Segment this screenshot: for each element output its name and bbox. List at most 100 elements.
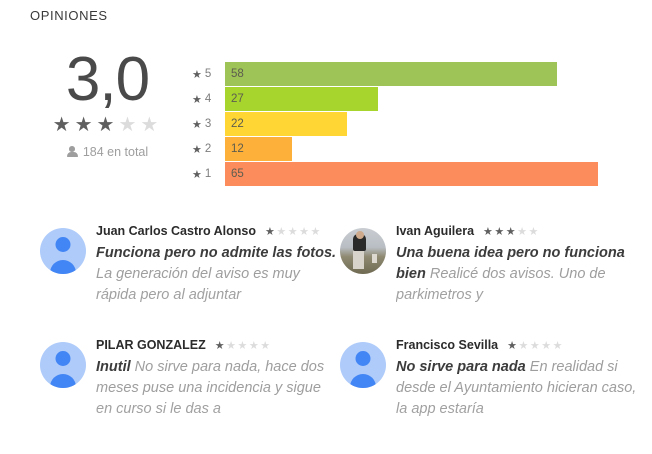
review-author: Francisco Sevilla (396, 338, 499, 352)
star-icon: ★ (192, 118, 202, 131)
star-icon: ★ (518, 339, 530, 352)
review-rating-stars: ★★★★★ (265, 225, 322, 238)
review-text: Una buena idea pero no funciona bien Rea… (396, 243, 638, 308)
star-icon: ★ (214, 339, 227, 352)
star-icon: ★ (494, 225, 506, 238)
average-rating-stars: ★★★★★ (30, 114, 185, 136)
histogram-row-1-star[interactable]: ★ 1 65 (192, 162, 612, 186)
reviews-list: Juan Carlos Castro Alonso ★★★★★ Funciona p… (40, 222, 640, 450)
histogram-row-5-star[interactable]: ★ 5 58 (192, 62, 612, 86)
histogram-row-label: ★ 2 (192, 143, 225, 156)
star-icon: ★ (287, 225, 300, 238)
star-icon: ★ (528, 225, 540, 238)
star-icon: ★ (118, 114, 141, 136)
review-body: PILAR GONZALEZ ★★★★★ Inutil No sirve para … (96, 336, 338, 422)
star-icon: ★ (517, 225, 529, 238)
histogram-star-number: 2 (204, 143, 212, 155)
rating-histogram: ★ 5 58 ★ 4 27 ★ 3 22 ★ 2 12 ★ 1 65 (192, 62, 612, 187)
star-icon: ★ (505, 225, 518, 238)
review-title: Una buena idea pero no funciona bien (396, 245, 625, 282)
histogram-bar: 65 (225, 162, 598, 186)
review-rating-stars: ★★★★★ (483, 225, 540, 238)
page-title: OPINIONES (30, 8, 108, 23)
star-icon: ★ (192, 168, 202, 181)
review-header: Francisco Sevilla ★★★★★ (396, 336, 638, 354)
histogram-row-label: ★ 3 (192, 118, 225, 131)
star-icon: ★ (483, 225, 495, 238)
avatar (40, 228, 86, 274)
star-icon: ★ (299, 225, 311, 238)
photo-stone-far (372, 254, 377, 263)
review-text: Funciona pero no admite las fotos. La ge… (96, 243, 338, 308)
review-snippet: No sirve para nada, hace dos meses puse … (96, 359, 325, 417)
histogram-star-number: 4 (204, 93, 212, 105)
histogram-bar: 22 (225, 112, 347, 136)
star-icon: ★ (226, 339, 238, 352)
photo-stone (353, 245, 364, 269)
avatar (340, 342, 386, 388)
review-header: PILAR GONZALEZ ★★★★★ (96, 336, 338, 354)
review-author: Juan Carlos Castro Alonso (96, 224, 256, 238)
star-icon: ★ (52, 114, 75, 136)
star-icon: ★ (552, 339, 565, 352)
star-icon: ★ (96, 114, 119, 136)
photo-head (356, 231, 364, 239)
list-item[interactable]: PILAR GONZALEZ ★★★★★ Inutil No sirve para … (40, 336, 340, 450)
histogram-bar-value: 58 (231, 68, 244, 80)
star-icon: ★ (265, 225, 277, 238)
review-title: No sirve para nada (396, 359, 526, 375)
histogram-bar-value: 12 (231, 143, 244, 155)
histogram-row-label: ★ 5 (192, 68, 225, 81)
star-icon: ★ (541, 339, 553, 352)
histogram-bar: 27 (225, 87, 378, 111)
star-icon: ★ (260, 339, 272, 352)
list-item[interactable]: Juan Carlos Castro Alonso ★★★★★ Funciona p… (40, 222, 340, 336)
star-icon: ★ (507, 339, 519, 352)
photo-person (353, 234, 366, 251)
review-snippet: Realicé dos avisos. Uno de parkimetros y (396, 266, 606, 303)
star-icon: ★ (140, 114, 163, 136)
review-author: Ivan Aguilera (396, 224, 475, 238)
review-header: Juan Carlos Castro Alonso ★★★★★ (96, 222, 338, 240)
review-snippet: La generación del aviso es muy rápida pe… (96, 266, 300, 303)
review-snippet: En realidad si desde el Ayuntamiento hic… (396, 359, 637, 417)
histogram-row-2-star[interactable]: ★ 2 12 (192, 137, 612, 161)
histogram-star-number: 5 (204, 68, 212, 80)
total-ratings: 184 en total (30, 145, 185, 159)
rating-summary: 3,0 ★★★★★ 184 en total (30, 48, 185, 160)
star-icon: ★ (310, 225, 322, 238)
histogram-bar-value: 27 (231, 93, 244, 105)
star-icon: ★ (192, 68, 202, 81)
histogram-row-3-star[interactable]: ★ 3 22 (192, 112, 612, 136)
total-ratings-label: 184 en total (82, 145, 149, 159)
histogram-bar-value: 22 (231, 118, 244, 130)
histogram-bar: 58 (225, 62, 557, 86)
avatar (40, 342, 86, 388)
star-icon: ★ (529, 339, 542, 352)
review-title: Inutil (96, 359, 131, 375)
list-item[interactable]: Francisco Sevilla ★★★★★ No sirve para nada… (340, 336, 640, 450)
histogram-bar-value: 65 (231, 168, 244, 180)
review-rating-stars: ★★★★★ (507, 339, 564, 352)
histogram-row-label: ★ 4 (192, 93, 225, 106)
review-title: Funciona pero no admite las fotos. (96, 245, 337, 261)
review-body: Juan Carlos Castro Alonso ★★★★★ Funciona p… (96, 222, 338, 308)
star-icon: ★ (192, 143, 202, 156)
histogram-bar: 12 (225, 137, 292, 161)
star-icon: ★ (248, 339, 261, 352)
review-text: Inutil No sirve para nada, hace dos mese… (96, 357, 338, 422)
histogram-star-number: 3 (204, 118, 212, 130)
review-body: Francisco Sevilla ★★★★★ No sirve para nada… (396, 336, 638, 422)
histogram-row-label: ★ 1 (192, 168, 225, 181)
list-item[interactable]: Ivan Aguilera ★★★★★ Una buena idea pero no… (340, 222, 640, 336)
review-rating-stars: ★★★★★ (215, 339, 272, 352)
avatar (340, 228, 386, 274)
histogram-row-4-star[interactable]: ★ 4 27 (192, 87, 612, 111)
review-body: Ivan Aguilera ★★★★★ Una buena idea pero no… (396, 222, 638, 308)
star-icon: ★ (276, 225, 288, 238)
star-icon: ★ (192, 93, 202, 106)
review-text: No sirve para nada En realidad si desde … (396, 357, 638, 422)
person-icon (66, 146, 78, 158)
review-author: PILAR GONZALEZ (96, 338, 206, 352)
review-header: Ivan Aguilera ★★★★★ (396, 222, 638, 240)
